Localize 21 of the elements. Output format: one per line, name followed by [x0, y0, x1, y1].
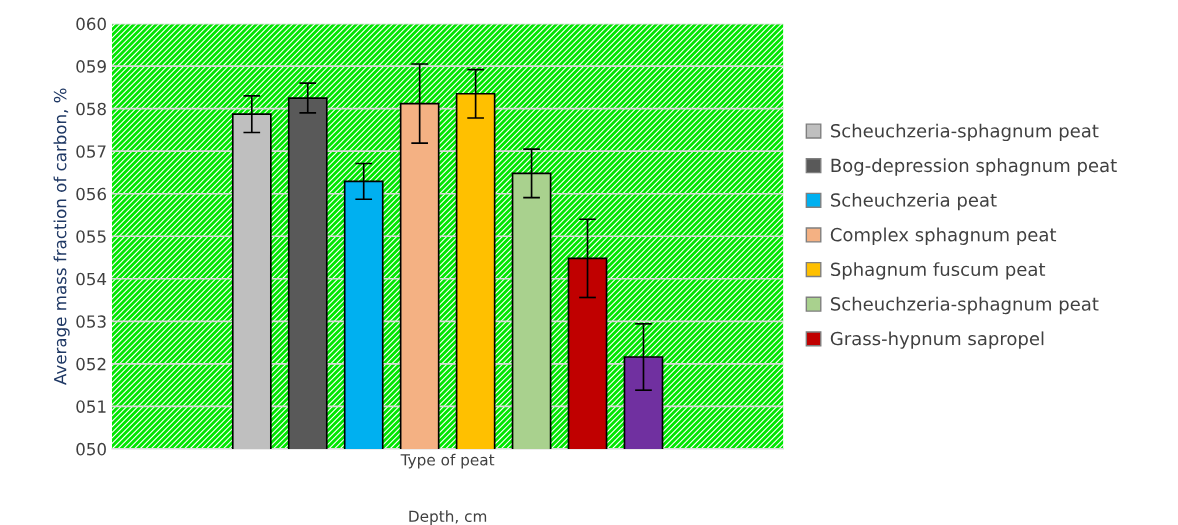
legend-label: Grass-hypnum sapropel [830, 331, 1044, 349]
y-tick-label: 054 [76, 272, 107, 286]
legend-label: Scheuchzeria peat [831, 192, 997, 211]
y-tick-label: 055 [76, 230, 106, 243]
x-tick-label: Type of peat [400, 453, 495, 469]
legend-label: Complex sphagnum peat [830, 227, 1057, 245]
x-axis-title: Depth, cm [409, 510, 487, 525]
y-tick-label: 051 [76, 400, 106, 413]
y-tick-label: 056 [76, 187, 106, 201]
y-tick-label: 050 [76, 442, 106, 456]
y-tick-label: 059 [76, 60, 106, 73]
y-tick-label: 057 [76, 145, 106, 158]
legend-label: Bog-depression sphagnum peat [831, 158, 1117, 176]
y-tick-label: 053 [76, 315, 106, 328]
y-tick-label: 052 [76, 357, 106, 371]
legend-label: Scheuchzeria-sphagnum peat [831, 123, 1099, 142]
legend-label: Sphagnum fuscum peat [831, 262, 1046, 280]
y-axis-title: Average mass fraction of carbon, % [53, 88, 70, 385]
y-tick-label: 060 [76, 17, 106, 31]
legend-label: Scheuchzeria-sphagnum peat [831, 296, 1099, 315]
y-tick-label: 058 [76, 102, 106, 116]
